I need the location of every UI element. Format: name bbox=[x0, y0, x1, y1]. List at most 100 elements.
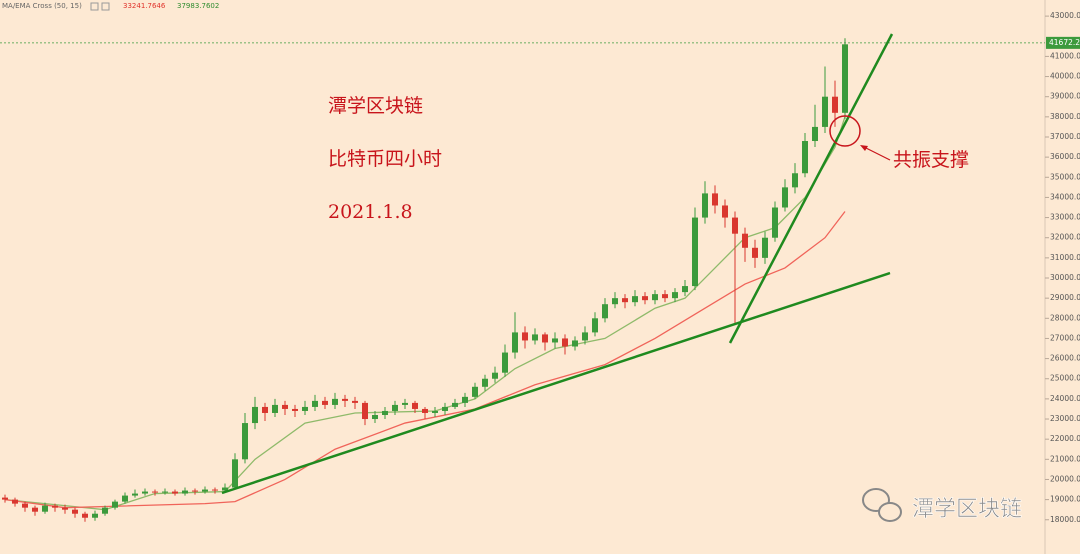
y-tick-label: 39000.00 bbox=[1050, 92, 1080, 101]
y-tick-label: 23000.00 bbox=[1050, 414, 1080, 423]
indicator-value: 37983.7602 bbox=[177, 2, 219, 10]
date: 2021.1.8 bbox=[328, 201, 413, 223]
candle-body bbox=[442, 406, 448, 411]
candle-body bbox=[672, 292, 678, 299]
candle-body bbox=[512, 332, 518, 353]
candle-body bbox=[302, 406, 308, 411]
y-tick-label: 43000.00 bbox=[1050, 11, 1080, 20]
y-tick-label: 27000.00 bbox=[1050, 333, 1080, 342]
candle-body bbox=[772, 207, 778, 238]
candle-body bbox=[622, 298, 628, 303]
candle-body bbox=[782, 187, 788, 208]
candle-body bbox=[312, 400, 318, 407]
y-tick-label: 18000.00 bbox=[1050, 515, 1080, 524]
y-tick-label: 33000.00 bbox=[1050, 213, 1080, 222]
candle-body bbox=[142, 491, 148, 494]
watermark: 潭学区块链 bbox=[912, 497, 1022, 522]
candle-body bbox=[322, 400, 328, 405]
candle-body bbox=[362, 402, 368, 420]
highlight-circle bbox=[829, 115, 861, 147]
candle-body bbox=[102, 507, 108, 514]
indicator-value: 33241.7646 bbox=[123, 2, 166, 10]
candle-body bbox=[352, 400, 358, 403]
candle-body bbox=[62, 507, 68, 510]
candle-body bbox=[12, 499, 18, 504]
trend-line bbox=[728, 33, 894, 344]
y-tick-label: 26000.00 bbox=[1050, 354, 1080, 363]
candle-body bbox=[332, 398, 338, 405]
title: 潭学区块链 bbox=[328, 95, 423, 117]
arrow-head bbox=[860, 145, 868, 151]
candle-body bbox=[752, 247, 758, 258]
candle-body bbox=[842, 44, 848, 113]
candle-body bbox=[652, 294, 658, 301]
candle-body bbox=[812, 126, 818, 142]
y-tick-label: 29000.00 bbox=[1050, 293, 1080, 302]
y-tick-label: 32000.00 bbox=[1050, 233, 1080, 242]
candle-body bbox=[192, 490, 198, 492]
candle-body bbox=[242, 423, 248, 460]
y-tick-label: 35000.00 bbox=[1050, 172, 1080, 181]
wechat-icon bbox=[862, 488, 902, 522]
candle-body bbox=[472, 386, 478, 397]
y-tick-label: 22000.00 bbox=[1050, 434, 1080, 443]
candle-body bbox=[742, 233, 748, 248]
candle-body bbox=[682, 286, 688, 293]
indicator-settings[interactable] bbox=[101, 2, 110, 11]
candle-body bbox=[82, 513, 88, 518]
candle-body bbox=[402, 402, 408, 405]
candle-body bbox=[162, 491, 168, 493]
candle-body bbox=[562, 338, 568, 347]
y-tick-label: 28000.00 bbox=[1050, 313, 1080, 322]
y-tick-label: 37000.00 bbox=[1050, 132, 1080, 141]
candle-body bbox=[232, 459, 238, 488]
candle-body bbox=[732, 217, 738, 234]
candle-body bbox=[552, 338, 558, 343]
candle-body bbox=[502, 352, 508, 373]
candle-body bbox=[52, 505, 58, 508]
candle-body bbox=[72, 509, 78, 514]
candle-body bbox=[462, 396, 468, 403]
candle-body bbox=[342, 398, 348, 401]
candle-body bbox=[412, 402, 418, 409]
candle-body bbox=[42, 505, 48, 512]
candle-body bbox=[282, 404, 288, 409]
indicator-label: MA/EMA Cross (50, 15) bbox=[2, 2, 82, 10]
candle-body bbox=[132, 493, 138, 496]
candle-body bbox=[452, 402, 458, 407]
candle-body bbox=[572, 340, 578, 347]
candle-body bbox=[832, 96, 838, 113]
candle-body bbox=[22, 503, 28, 508]
candle-body bbox=[32, 507, 38, 512]
candle-body bbox=[2, 497, 8, 500]
trend-line bbox=[221, 271, 891, 495]
arrow bbox=[861, 145, 891, 161]
y-tick-label: 19000.00 bbox=[1050, 495, 1080, 504]
candle-body bbox=[422, 408, 428, 413]
y-tick-label: 31000.00 bbox=[1050, 253, 1080, 262]
candle-body bbox=[802, 141, 808, 174]
annotation: 共振支撑 bbox=[893, 149, 969, 171]
candle-body bbox=[522, 332, 528, 341]
last-price-box bbox=[1046, 36, 1080, 49]
y-tick-label: 36000.00 bbox=[1050, 152, 1080, 161]
candle-body bbox=[152, 491, 158, 493]
moving-average bbox=[4, 116, 846, 511]
indicator-toggle[interactable] bbox=[90, 2, 99, 11]
candle-body bbox=[272, 404, 278, 413]
candle-body bbox=[202, 489, 208, 492]
candle-body bbox=[712, 193, 718, 206]
y-tick-label: 38000.00 bbox=[1050, 112, 1080, 121]
y-tick-label: 21000.00 bbox=[1050, 454, 1080, 463]
candle-body bbox=[792, 173, 798, 188]
candle-body bbox=[122, 495, 128, 502]
candle-body bbox=[112, 501, 118, 508]
candle-body bbox=[592, 318, 598, 333]
candle-body bbox=[722, 205, 728, 218]
candle-body bbox=[372, 414, 378, 420]
y-tick-label: 41000.00 bbox=[1050, 51, 1080, 60]
y-tick-label: 34000.00 bbox=[1050, 192, 1080, 201]
